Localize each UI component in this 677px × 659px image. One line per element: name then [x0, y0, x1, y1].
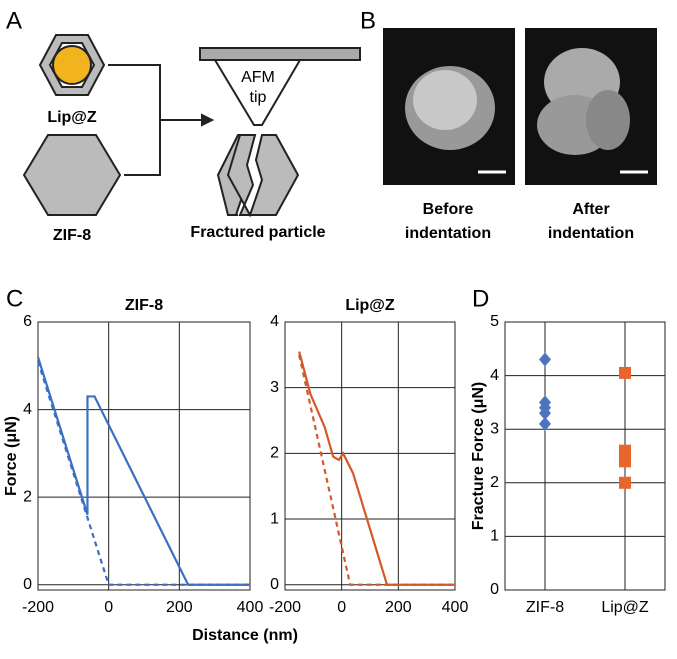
- y-tick-label: 2: [270, 445, 279, 462]
- x-tick-label: -200: [269, 599, 301, 616]
- y-tick-label: 2: [490, 474, 499, 491]
- data-point: [619, 444, 631, 457]
- data-line: [298, 354, 455, 586]
- image-caption: Before: [423, 201, 474, 218]
- plot-frame: [504, 321, 666, 591]
- data-line: [36, 361, 250, 586]
- x-tick-label: ZIF-8: [526, 599, 564, 616]
- x-tick-label: 0: [104, 599, 113, 616]
- data-point: [539, 406, 551, 421]
- chart-title: ZIF-8: [125, 297, 163, 314]
- y-tick-label: 0: [23, 576, 32, 593]
- y-tick-label: 1: [270, 510, 279, 527]
- image-caption: indentation: [405, 225, 491, 242]
- x-tick-label: 200: [385, 599, 412, 616]
- y-tick-label: 4: [23, 401, 32, 418]
- x-tick-label: 400: [237, 599, 264, 616]
- y-tick-label: 0: [490, 581, 499, 598]
- y-tick-label: 2: [23, 488, 32, 505]
- data-point: [619, 455, 631, 468]
- x-tick-label: Lip@Z: [601, 599, 649, 616]
- micrograph: [383, 28, 657, 185]
- y-tick-label: 1: [490, 528, 499, 545]
- x-tick-label: 200: [166, 599, 193, 616]
- x-tick-label: -200: [22, 599, 54, 616]
- diagram-label: tip: [250, 89, 267, 106]
- diagram-label: ZIF-8: [53, 227, 91, 244]
- chart-title: Lip@Z: [345, 297, 395, 314]
- x-tick-label: 400: [442, 599, 469, 616]
- data-point: [619, 366, 631, 379]
- x-tick-label: 0: [337, 599, 346, 616]
- y-tick-label: 4: [270, 313, 279, 330]
- x-axis-label: Distance (nm): [192, 627, 298, 644]
- panel-label: A: [6, 7, 22, 34]
- data-point: [539, 416, 551, 431]
- panel-label: B: [360, 7, 376, 34]
- plot-frame: [284, 321, 456, 591]
- y-tick-label: 0: [270, 576, 279, 593]
- y-axis-label: Fracture Force (μN): [470, 382, 487, 530]
- diagram-label: Lip@Z: [47, 109, 97, 126]
- y-tick-label: 5: [490, 313, 499, 330]
- data-line: [298, 351, 455, 586]
- diagram-label: Fractured particle: [190, 224, 325, 241]
- y-axis-label: Force (μN): [3, 416, 20, 496]
- data-point: [539, 352, 551, 367]
- panel-label: D: [472, 285, 489, 312]
- diagram: [22, 34, 361, 218]
- y-tick-label: 4: [490, 367, 499, 384]
- image-caption: indentation: [548, 225, 634, 242]
- y-tick-label: 3: [490, 420, 499, 437]
- data-line: [36, 356, 250, 586]
- y-tick-label: 6: [23, 313, 32, 330]
- image-caption: After: [572, 201, 609, 218]
- y-tick-label: 3: [270, 379, 279, 396]
- diagram-label: AFM: [241, 69, 275, 86]
- data-point: [619, 476, 631, 489]
- panel-label: C: [6, 285, 23, 312]
